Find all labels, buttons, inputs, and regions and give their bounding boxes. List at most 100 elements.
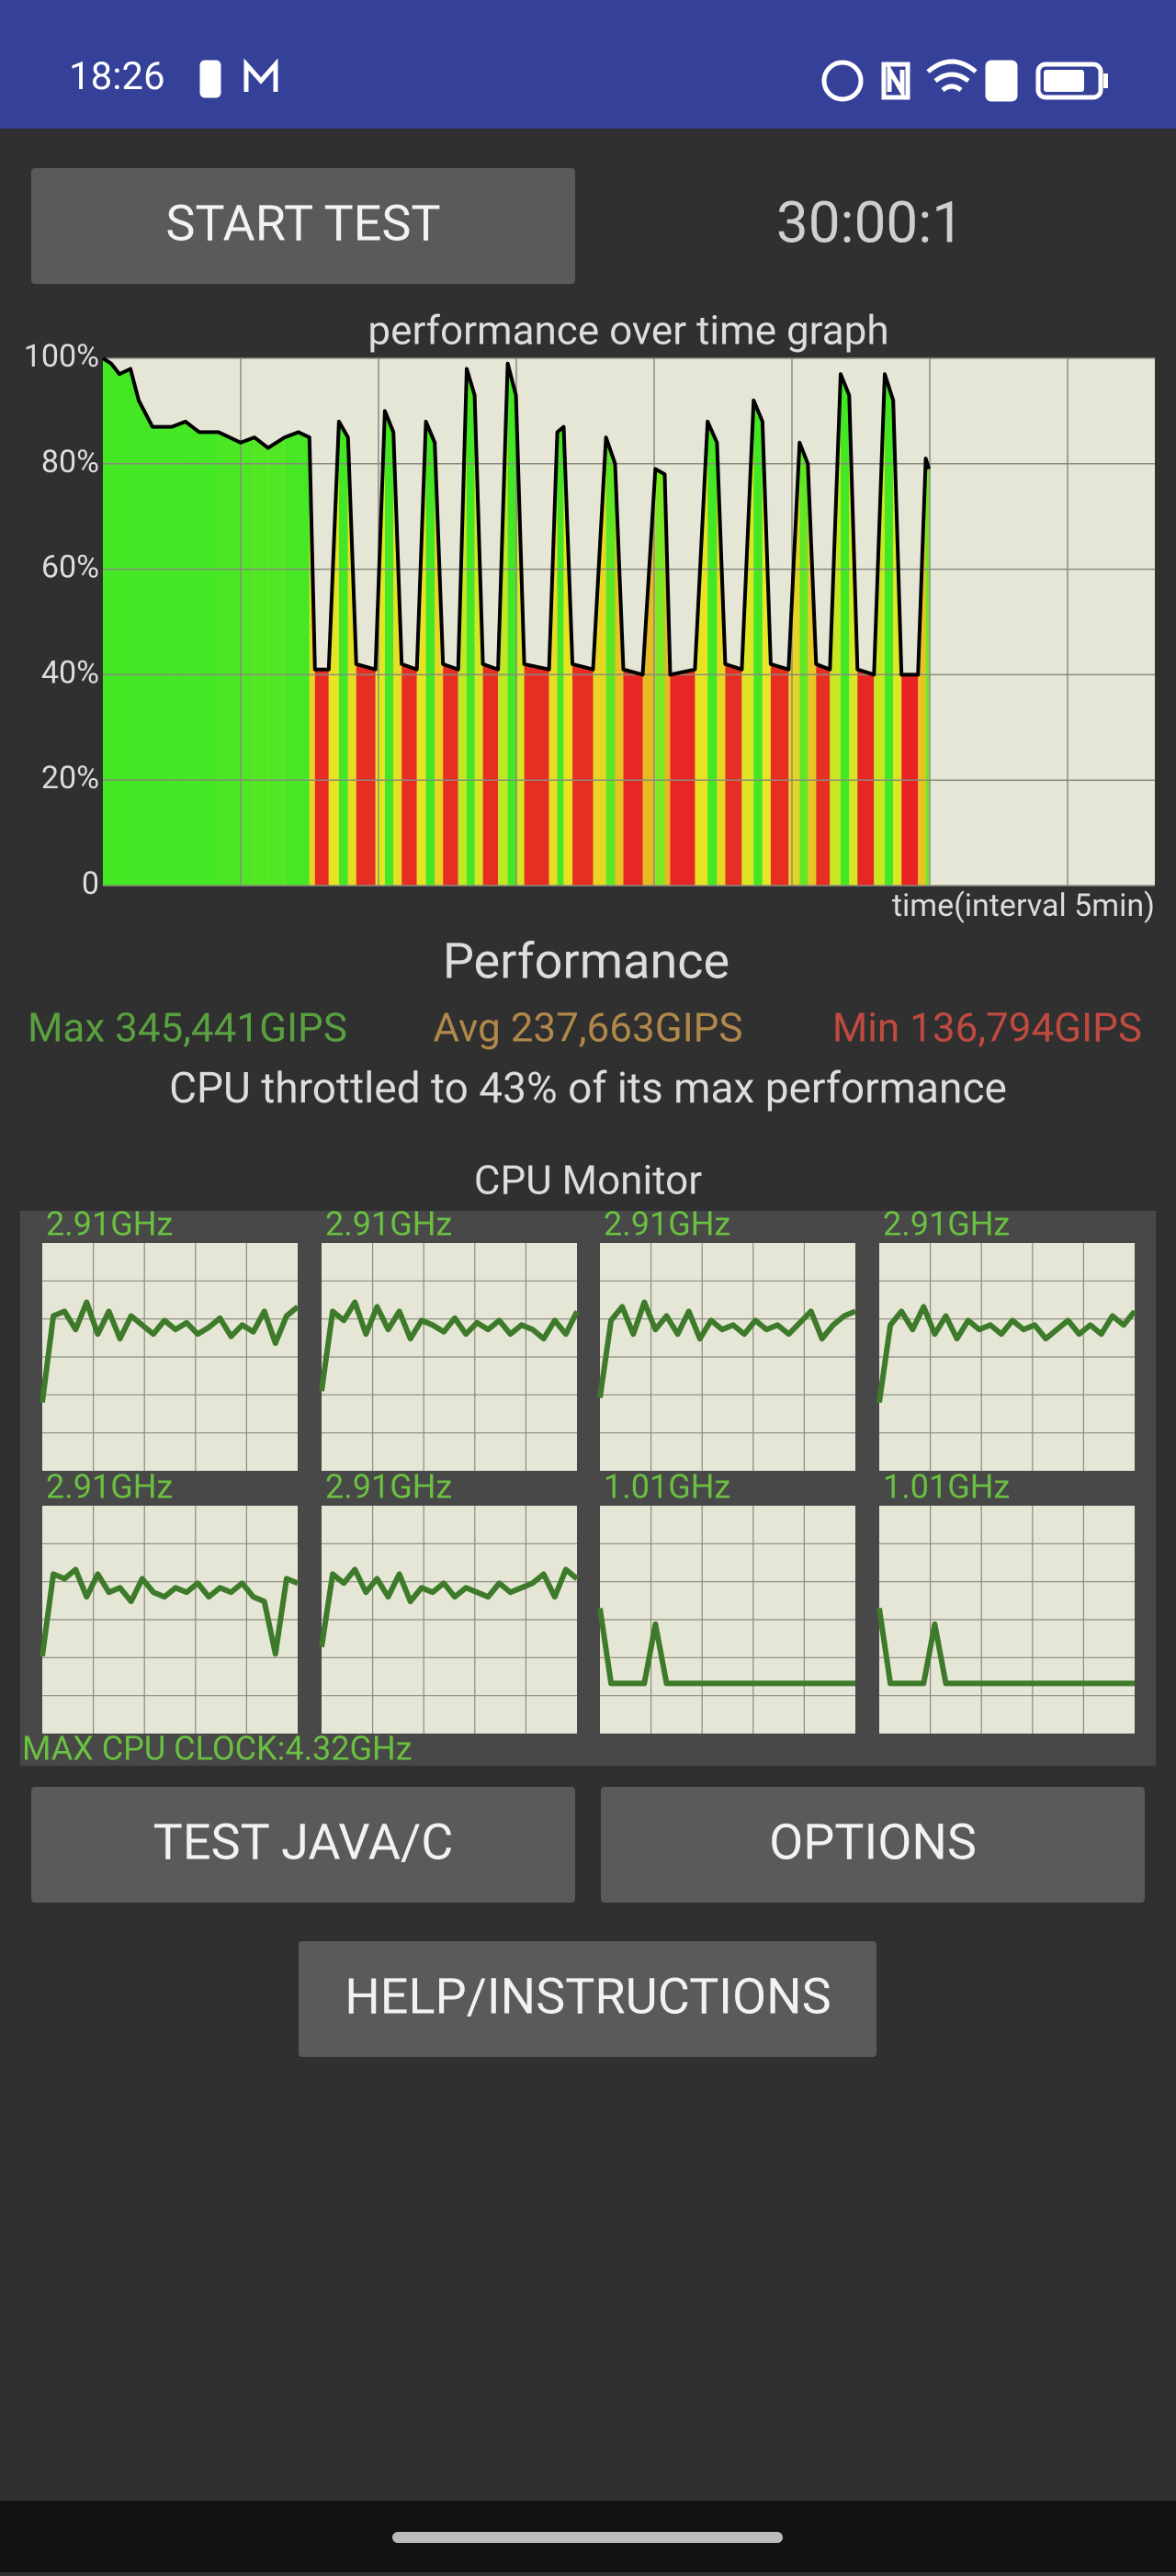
cpu-monitor-title: CPU Monitor [474, 1157, 702, 1204]
performance-band [198, 432, 219, 886]
performance-band [393, 432, 402, 886]
start-button-label[interactable]: START TEST [165, 195, 440, 253]
performance-band [623, 669, 643, 886]
performance-band [840, 374, 850, 887]
performance-band [670, 669, 695, 886]
performance-band [103, 358, 111, 886]
performance-band [240, 437, 254, 886]
performance-line [101, 356, 932, 677]
performance-band [925, 458, 930, 886]
performance-band [284, 432, 299, 886]
start-button[interactable]: START TEST [31, 168, 575, 284]
core-line [597, 1608, 855, 1687]
core-line [876, 1304, 1137, 1404]
core-line [319, 1299, 580, 1392]
performance-band [857, 669, 875, 886]
y-tick-label: 100% [24, 338, 99, 375]
core-line [40, 1299, 300, 1403]
avg-score: Avg 237,663GIPS [433, 1004, 742, 1052]
performance-band [524, 663, 549, 886]
performance-band [466, 368, 475, 887]
performance-band [874, 374, 885, 887]
options-button-label[interactable]: OPTIONS [769, 1813, 977, 1871]
core-frequency: 2.91GHz [46, 1205, 173, 1244]
performance-band [557, 426, 564, 886]
core-chart: 1.01GHz [876, 1468, 1135, 1734]
y-tick-label: 0 [82, 865, 99, 902]
performance-band [314, 669, 329, 886]
core-chart: 2.91GHz [40, 1205, 300, 1471]
core-line [597, 1299, 857, 1399]
performance-band [138, 400, 153, 886]
core-chart: 2.91GHz [319, 1468, 579, 1734]
performance-band [110, 363, 119, 886]
core-frequency: 2.91GHz [325, 1468, 452, 1507]
performance-band [741, 400, 754, 886]
performance-band [356, 663, 376, 886]
help-button[interactable]: HELP/INSTRUCTIONS [299, 1941, 876, 2057]
home-handle[interactable] [392, 2532, 783, 2543]
performance-band [799, 442, 808, 886]
core-chart: 2.91GHz [319, 1205, 580, 1471]
core-frequency: 2.91GHz [883, 1205, 1010, 1244]
performance-band [254, 437, 268, 886]
performance-band [401, 663, 417, 886]
status-icons [199, 58, 1108, 102]
performance-band [572, 663, 594, 886]
performance-band [830, 374, 841, 887]
test-button[interactable]: TEST JAVA/C [31, 1787, 575, 1903]
max-score: Max 345,441GIPS [28, 1004, 347, 1052]
performance-band [563, 426, 573, 886]
performance-band [725, 663, 742, 886]
status-time: 18:26 [69, 54, 165, 99]
performance-band [119, 368, 130, 887]
core-chart: 1.01GHz [597, 1468, 855, 1734]
performance-band [770, 663, 789, 886]
performance-band [298, 432, 310, 886]
performance-band [717, 442, 726, 886]
performance-band [642, 469, 656, 886]
performance-band [605, 437, 616, 886]
timer: 30:00:1 [776, 189, 964, 256]
test-button-label[interactable]: TEST JAVA/C [153, 1813, 454, 1871]
performance-band [185, 421, 199, 886]
performance-band [218, 432, 241, 886]
performance-band [593, 437, 606, 886]
performance-band [707, 421, 718, 886]
core-chart: 2.91GHz [876, 1205, 1137, 1471]
core-frequency: 2.91GHz [604, 1205, 730, 1244]
performance-band [328, 421, 339, 886]
core-frequency: 2.91GHz [325, 1205, 452, 1244]
x-axis-label: time(interval 5min) [892, 887, 1155, 924]
core-chart: 2.91GHz [40, 1468, 300, 1734]
performance-band [171, 421, 186, 886]
performance-band [267, 437, 285, 886]
chart-title: performance over time graph [368, 307, 888, 355]
cpu-cores: 2.91GHz 2.91GHz 2.91GHz 2.91GHz 2.91GHz 2.91G… [40, 1205, 1137, 1734]
performance-band [918, 458, 926, 886]
options-button[interactable]: OPTIONS [601, 1787, 1145, 1903]
status-bar [0, 0, 1176, 129]
performance-band [548, 432, 558, 886]
core-line [319, 1566, 579, 1648]
y-tick-label: 60% [41, 549, 99, 586]
performance-band [762, 421, 771, 886]
max-cpu-clock: MAX CPU CLOCK:4.32GHz [22, 1730, 413, 1768]
performance-band [482, 663, 499, 886]
y-tick-label: 20% [41, 760, 99, 797]
throttle-summary: CPU throttled to 43% of its max performa… [169, 1064, 1007, 1113]
performance-band [443, 663, 458, 886]
performance-band [338, 421, 348, 886]
performance-band [507, 363, 516, 886]
performance-band [753, 400, 763, 886]
performance-band [130, 368, 139, 887]
core-chart: 2.91GHz [597, 1205, 857, 1471]
performance-band [416, 421, 426, 886]
performance-band [816, 663, 831, 886]
core-line [40, 1566, 300, 1657]
performance-band [655, 469, 665, 886]
help-button-label[interactable]: HELP/INSTRUCTIONS [345, 1968, 831, 2026]
performance-band [384, 411, 394, 886]
